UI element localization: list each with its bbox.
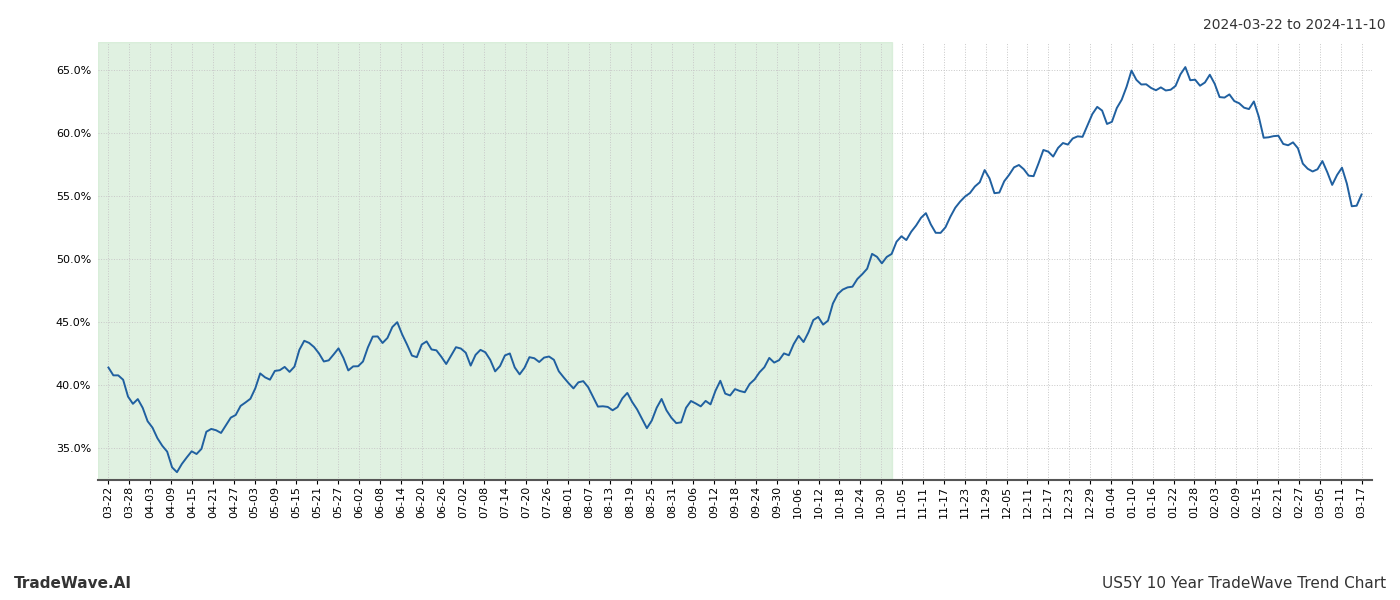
Text: 2024-03-22 to 2024-11-10: 2024-03-22 to 2024-11-10 [1204, 18, 1386, 32]
Bar [98, 42, 892, 480]
Text: TradeWave.AI: TradeWave.AI [14, 576, 132, 591]
Text: US5Y 10 Year TradeWave Trend Chart: US5Y 10 Year TradeWave Trend Chart [1102, 576, 1386, 591]
